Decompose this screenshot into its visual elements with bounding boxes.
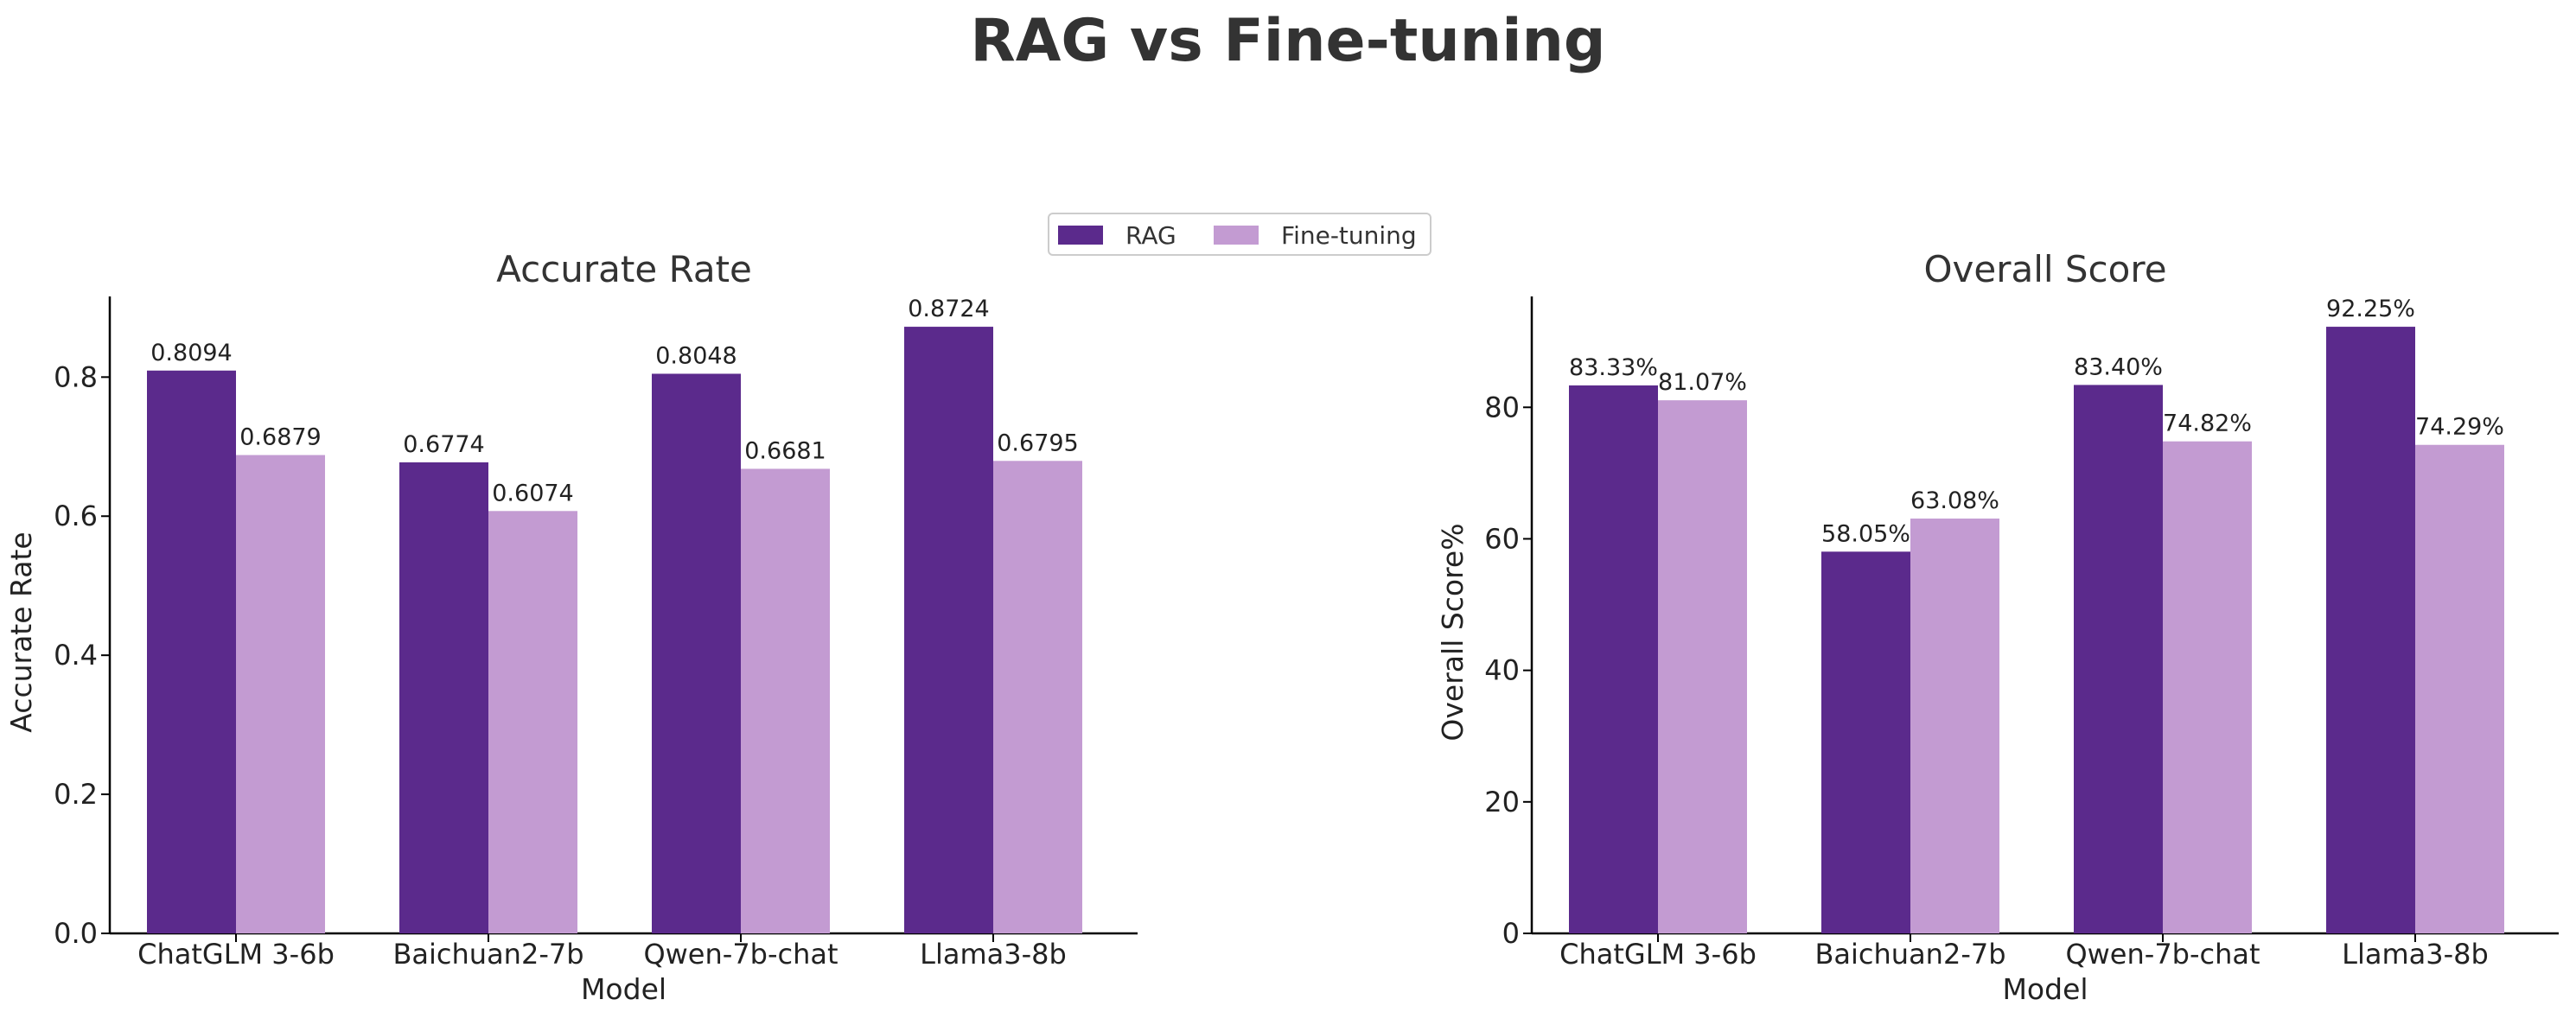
x-tick-label: ChatGLM 3-6b xyxy=(137,938,335,971)
legend-item-fine-tuning: Fine-tuning xyxy=(1214,220,1417,250)
y-tick-label: 0.4 xyxy=(54,639,98,672)
x-tick-label: Baichuan2-7b xyxy=(1814,938,2005,971)
x-tick-label: Llama3-8b xyxy=(920,938,1067,971)
legend-label-fine-tuning: Fine-tuning xyxy=(1281,220,1417,250)
y-tick-label: 20 xyxy=(1484,786,1520,818)
data-label: 83.33% xyxy=(1569,354,1658,381)
y-tick-label: 0.6 xyxy=(54,500,98,532)
legend-swatch-rag xyxy=(1058,226,1103,245)
chart-panel-1: Accurate Rate 0.0 0.2 0.4 0.6 0.8 Accurate Rat… xyxy=(4,248,1138,1006)
bar xyxy=(2074,385,2163,933)
bar xyxy=(1658,400,1747,933)
y-tick-label: 40 xyxy=(1484,654,1520,687)
y-axis-label: Accurate Rate xyxy=(4,532,38,732)
bar xyxy=(2415,444,2504,933)
y-tick-label: 60 xyxy=(1484,522,1520,555)
bar xyxy=(652,373,741,934)
data-label: 0.8724 xyxy=(908,296,989,322)
data-label: 63.08% xyxy=(1910,487,1999,514)
data-label: 92.25% xyxy=(2326,296,2415,322)
x-tick-label: Llama3-8b xyxy=(2342,938,2489,971)
chart-title: Accurate Rate xyxy=(496,248,752,290)
x-tick-label: Baichuan2-7b xyxy=(392,938,583,971)
x-tick-label: Qwen-7b-chat xyxy=(643,938,838,971)
y-tick-label: 0.8 xyxy=(54,360,98,393)
data-label: 58.05% xyxy=(1821,520,1910,547)
data-label: 0.6074 xyxy=(492,480,573,506)
legend: RAG Fine-tuning xyxy=(1048,213,1431,256)
bar xyxy=(1910,519,1999,933)
y-tick-label: 0.0 xyxy=(54,917,98,950)
figure-title: RAG vs Fine-tuning xyxy=(970,7,1606,75)
bar xyxy=(993,461,1082,933)
y-axis-label: Overall Score% xyxy=(1436,523,1470,741)
data-label: 0.6681 xyxy=(744,437,826,464)
data-label: 0.6795 xyxy=(997,430,1078,456)
bar xyxy=(2163,441,2252,934)
chart-panel-2: Overall Score 0 20 40 60 80 Overall Score% 83.3… xyxy=(1436,248,2559,1006)
data-label: 74.29% xyxy=(2415,414,2504,441)
x-tick-label: Qwen-7b-chat xyxy=(2065,938,2260,971)
x-axis-label: Model xyxy=(581,972,666,1006)
bar xyxy=(741,468,830,933)
legend-item-rag: RAG xyxy=(1058,220,1176,250)
y-tick-label: 0 xyxy=(1502,917,1520,950)
chart-title: Overall Score xyxy=(1923,248,2166,290)
data-label: 0.8048 xyxy=(655,342,736,369)
data-label: 74.82% xyxy=(2163,411,2252,437)
bar xyxy=(488,511,577,933)
legend-swatch-fine-tuning xyxy=(1214,226,1259,245)
x-axis-label: Model xyxy=(2002,972,2088,1006)
data-label: 0.6774 xyxy=(403,431,484,458)
x-tick-label: ChatGLM 3-6b xyxy=(1559,938,1757,971)
data-label: 0.8094 xyxy=(150,340,232,366)
data-label: 0.6879 xyxy=(239,424,321,451)
bar xyxy=(1821,551,1910,933)
data-label: 81.07% xyxy=(1658,369,1747,396)
y-tick-label: 80 xyxy=(1484,391,1520,423)
bar xyxy=(1569,385,1658,933)
y-tick-label: 0.2 xyxy=(54,778,98,811)
data-label: 83.40% xyxy=(2074,353,2163,380)
legend-label-rag: RAG xyxy=(1125,220,1176,250)
bar xyxy=(147,370,236,933)
bar xyxy=(236,455,325,933)
bar xyxy=(399,462,488,933)
bar xyxy=(904,327,993,933)
bar xyxy=(2326,327,2415,933)
